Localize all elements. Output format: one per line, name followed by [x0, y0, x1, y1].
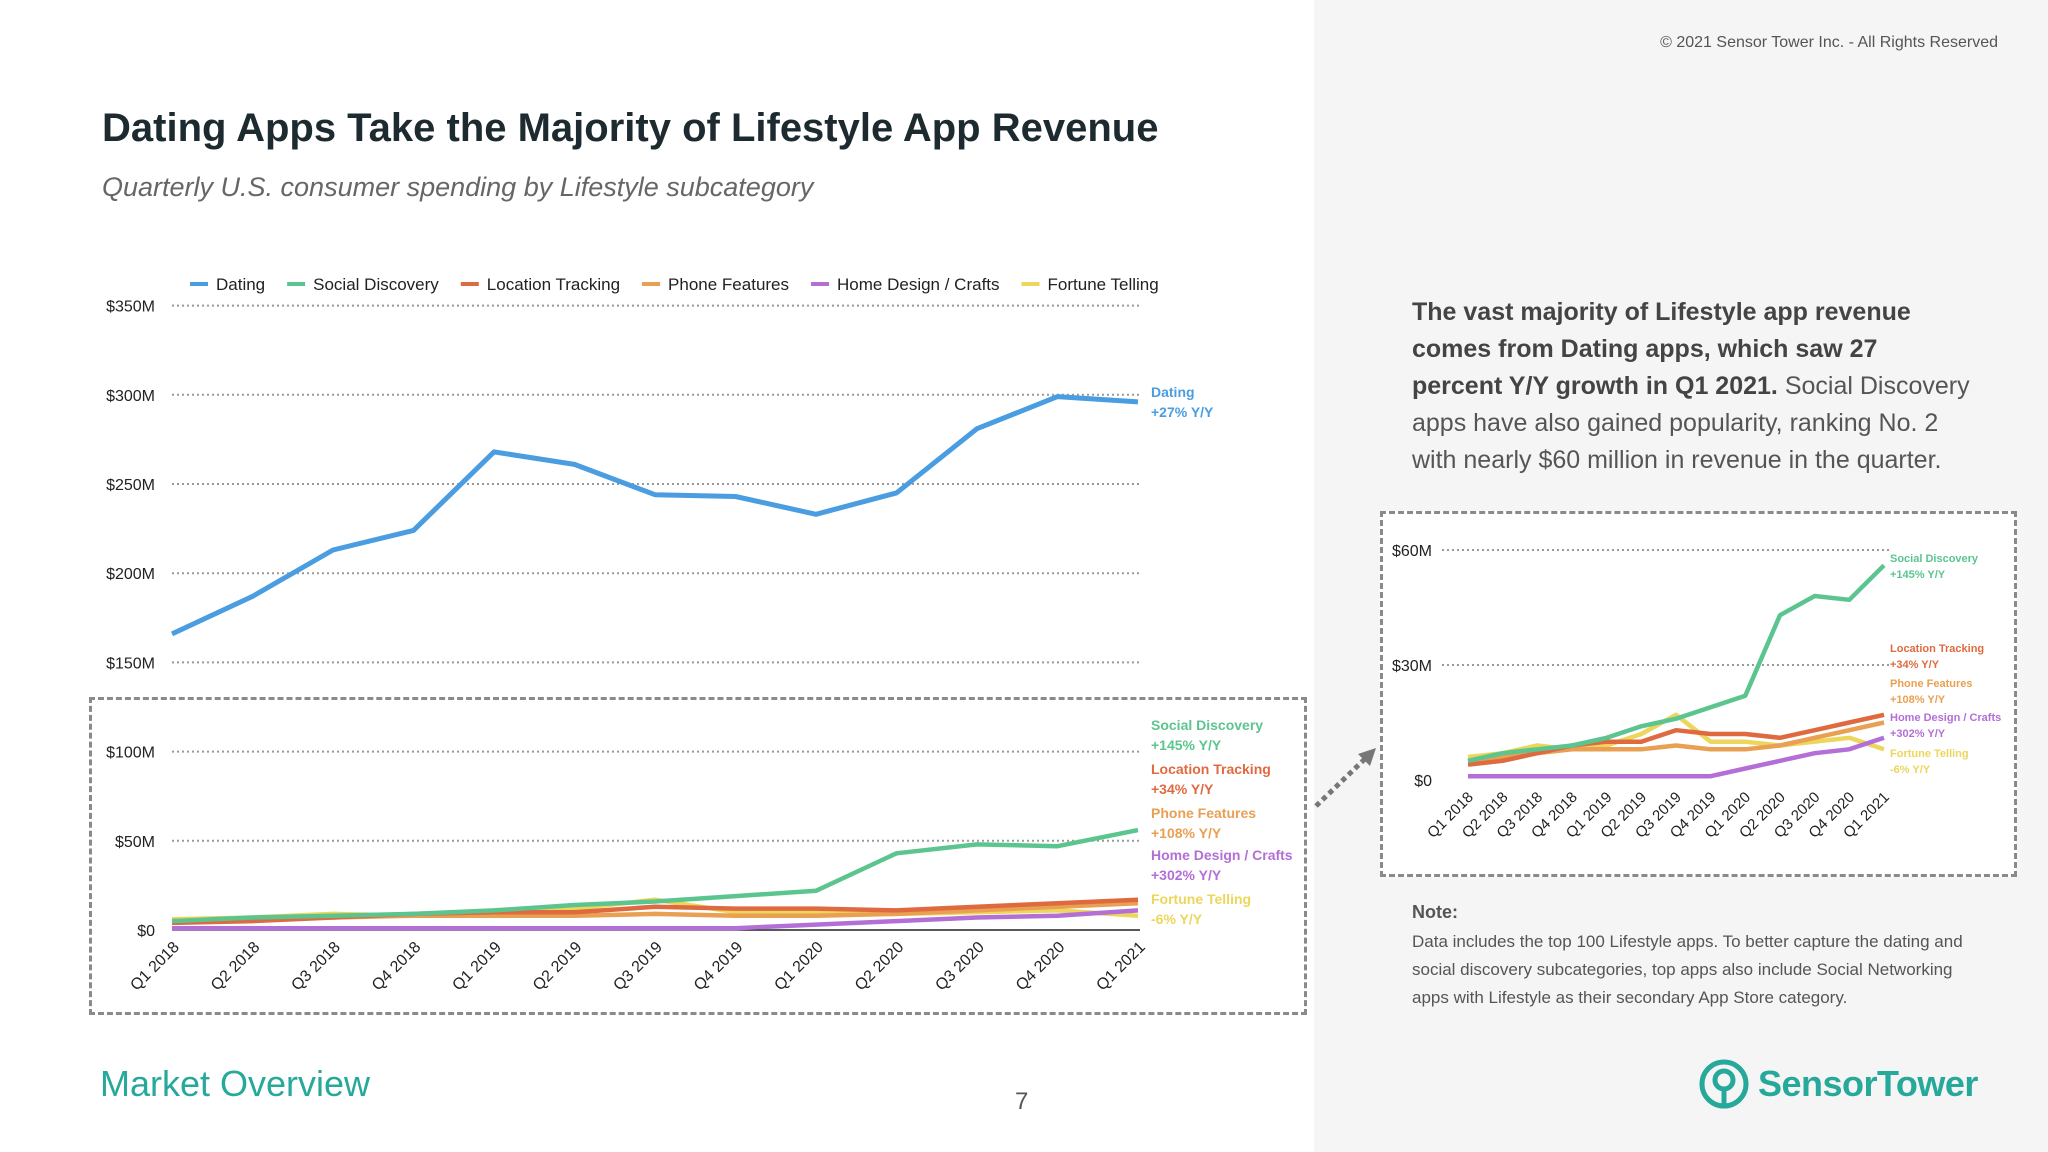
- inset-end-label-change-fortune-telling: -6% Y/Y: [1890, 764, 1931, 776]
- end-label-change-dating: +27% Y/Y: [1151, 404, 1214, 420]
- page-title: Dating Apps Take the Majority of Lifesty…: [102, 106, 1159, 150]
- note-body: Data includes the top 100 Lifestyle apps…: [1412, 932, 1963, 1007]
- inset-end-label-change-social-discovery: +145% Y/Y: [1890, 569, 1946, 581]
- x-tick-label: Q3 2018: [288, 939, 343, 994]
- x-tick-label: Q1 2020: [771, 939, 826, 994]
- end-label-name-dating: Dating: [1151, 384, 1195, 400]
- y-tick-label: $250M: [106, 477, 155, 494]
- note-title: Note:: [1412, 902, 1458, 922]
- x-tick-label: Q4 2020: [1013, 939, 1068, 994]
- x-tick-label: Q2 2019: [530, 939, 585, 994]
- y-tick-label: $300M: [106, 388, 155, 405]
- inset-end-label-name-social-discovery: Social Discovery: [1890, 553, 1979, 565]
- y-tick-label: $350M: [106, 299, 155, 316]
- page-subtitle: Quarterly U.S. consumer spending by Life…: [102, 172, 814, 202]
- series-line-social-discovery: [171, 827, 1139, 924]
- end-label-name-location-tracking: Location Tracking: [1151, 761, 1271, 777]
- inset-series-line-home-design-crafts: [1468, 735, 1885, 779]
- legend-label-phone-features: Phone Features: [668, 275, 789, 294]
- y-tick-label: $0: [137, 923, 155, 940]
- commentary-bold: The vast majority of Lifestyle app reven…: [1412, 298, 1911, 400]
- inset-end-label-name-phone-features: Phone Features: [1890, 678, 1973, 690]
- end-label-change-social-discovery: +145% Y/Y: [1151, 737, 1222, 753]
- end-label-name-fortune-telling: Fortune Telling: [1151, 891, 1251, 907]
- copyright: © 2021 Sensor Tower Inc. - All Rights Re…: [1660, 34, 1998, 51]
- x-tick-label: Q1 2021: [1093, 939, 1148, 994]
- inset-end-label-name-fortune-telling: Fortune Telling: [1890, 748, 1969, 760]
- commentary-text: The vast majority of Lifestyle app reven…: [1412, 294, 1972, 479]
- end-label-name-social-discovery: Social Discovery: [1151, 717, 1263, 733]
- sensortower-logo-text: SensorTower: [1758, 1063, 1978, 1104]
- end-label-change-location-tracking: +34% Y/Y: [1151, 781, 1214, 797]
- inset-y-tick-label: $30M: [1392, 658, 1432, 675]
- legend-label-fortune-telling: Fortune Telling: [1048, 275, 1159, 294]
- inset-end-label-name-home-design-crafts: Home Design / Crafts: [1890, 712, 2001, 724]
- inset-end-label-change-home-design-crafts: +302% Y/Y: [1890, 728, 1946, 740]
- inset-end-label-name-location-tracking: Location Tracking: [1890, 643, 1984, 655]
- inset-series-line-location-tracking: [1467, 712, 1885, 767]
- legend-label-home-design-crafts: Home Design / Crafts: [837, 275, 1000, 294]
- y-tick-label: $50M: [115, 834, 155, 851]
- sensortower-logo-icon: [1699, 1059, 1749, 1109]
- commentary-rest: Social Discovery apps have also gained p…: [1412, 372, 1970, 474]
- inset-box: [1380, 511, 2017, 877]
- inset-y-tick-label: $60M: [1392, 543, 1432, 560]
- inset-y-tick-label: $0: [1414, 773, 1432, 790]
- series-line-home-design-crafts: [172, 908, 1139, 931]
- x-tick-label: Q3 2020: [932, 939, 987, 994]
- series-line-dating: [170, 394, 1139, 637]
- zoom-region-box: [89, 697, 1307, 1015]
- end-label-change-fortune-telling: -6% Y/Y: [1151, 911, 1203, 927]
- y-tick-label: $200M: [106, 566, 155, 583]
- end-label-name-home-design-crafts: Home Design / Crafts: [1151, 847, 1293, 863]
- end-label-change-phone-features: +108% Y/Y: [1151, 825, 1222, 841]
- inset-series-line-social-discovery: [1467, 563, 1886, 763]
- main-line-chart: Dating Social Discovery Location Tracking P…: [106, 275, 1293, 994]
- legend-label-dating: Dating: [216, 275, 265, 294]
- section-label: Market Overview: [100, 1063, 371, 1104]
- sensortower-logo: SensorTower: [1698, 1058, 1978, 1110]
- zoom-arrow: [1314, 748, 1376, 808]
- end-label-name-phone-features: Phone Features: [1151, 805, 1256, 821]
- legend-label-location-tracking: Location Tracking: [487, 275, 620, 294]
- end-label-change-home-design-crafts: +302% Y/Y: [1151, 867, 1222, 883]
- page-number: 7: [1015, 1088, 1029, 1115]
- x-tick-label: Q1 2018: [127, 939, 182, 994]
- x-tick-label: Q2 2020: [852, 939, 907, 994]
- inset-end-label-change-location-tracking: +34% Y/Y: [1890, 659, 1940, 671]
- inset-end-label-change-phone-features: +108% Y/Y: [1890, 694, 1946, 706]
- legend-label-social-discovery: Social Discovery: [313, 275, 439, 294]
- x-tick-label: Q4 2018: [369, 939, 424, 994]
- x-tick-label: Q1 2019: [449, 939, 504, 994]
- x-tick-label: Q2 2018: [208, 939, 263, 994]
- y-tick-label: $100M: [106, 745, 155, 762]
- inset-series-line-fortune-telling: [1467, 712, 1885, 760]
- y-tick-label: $150M: [106, 655, 155, 672]
- x-tick-label: Q3 2019: [610, 939, 665, 994]
- x-tick-label: Q4 2019: [691, 939, 746, 994]
